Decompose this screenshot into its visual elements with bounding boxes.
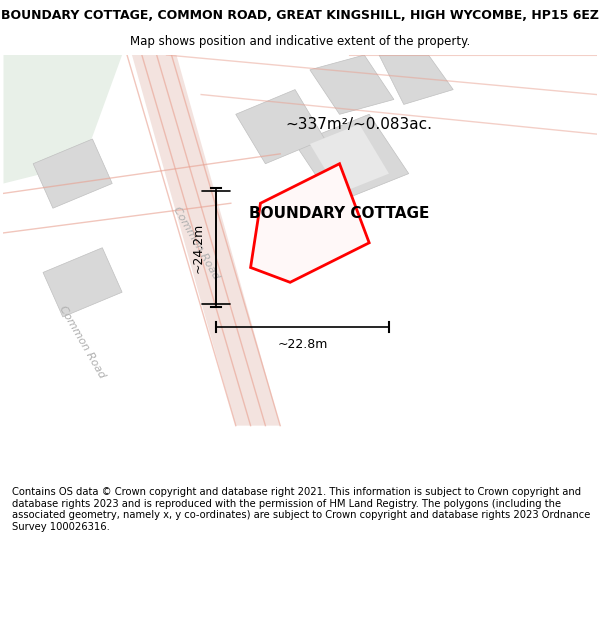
Polygon shape [310,55,394,114]
Polygon shape [132,55,280,426]
Text: BOUNDARY COTTAGE: BOUNDARY COTTAGE [250,206,430,221]
Text: Common Road: Common Road [58,304,107,379]
Polygon shape [236,89,325,164]
Polygon shape [295,114,409,203]
Text: Contains OS data © Crown copyright and database right 2021. This information is : Contains OS data © Crown copyright and d… [12,488,590,532]
Polygon shape [43,248,122,317]
Polygon shape [379,55,453,104]
Text: BOUNDARY COTTAGE, COMMON ROAD, GREAT KINGSHILL, HIGH WYCOMBE, HP15 6EZ: BOUNDARY COTTAGE, COMMON ROAD, GREAT KIN… [1,9,599,22]
Text: ~22.8m: ~22.8m [277,338,328,351]
Polygon shape [4,55,122,184]
Text: ~24.2m: ~24.2m [191,222,205,273]
Polygon shape [33,139,112,208]
Text: Map shows position and indicative extent of the property.: Map shows position and indicative extent… [130,35,470,48]
Text: Common Road: Common Road [172,205,221,281]
Text: ~337m²/~0.083ac.: ~337m²/~0.083ac. [286,117,433,132]
Polygon shape [310,124,389,193]
Polygon shape [251,164,369,282]
